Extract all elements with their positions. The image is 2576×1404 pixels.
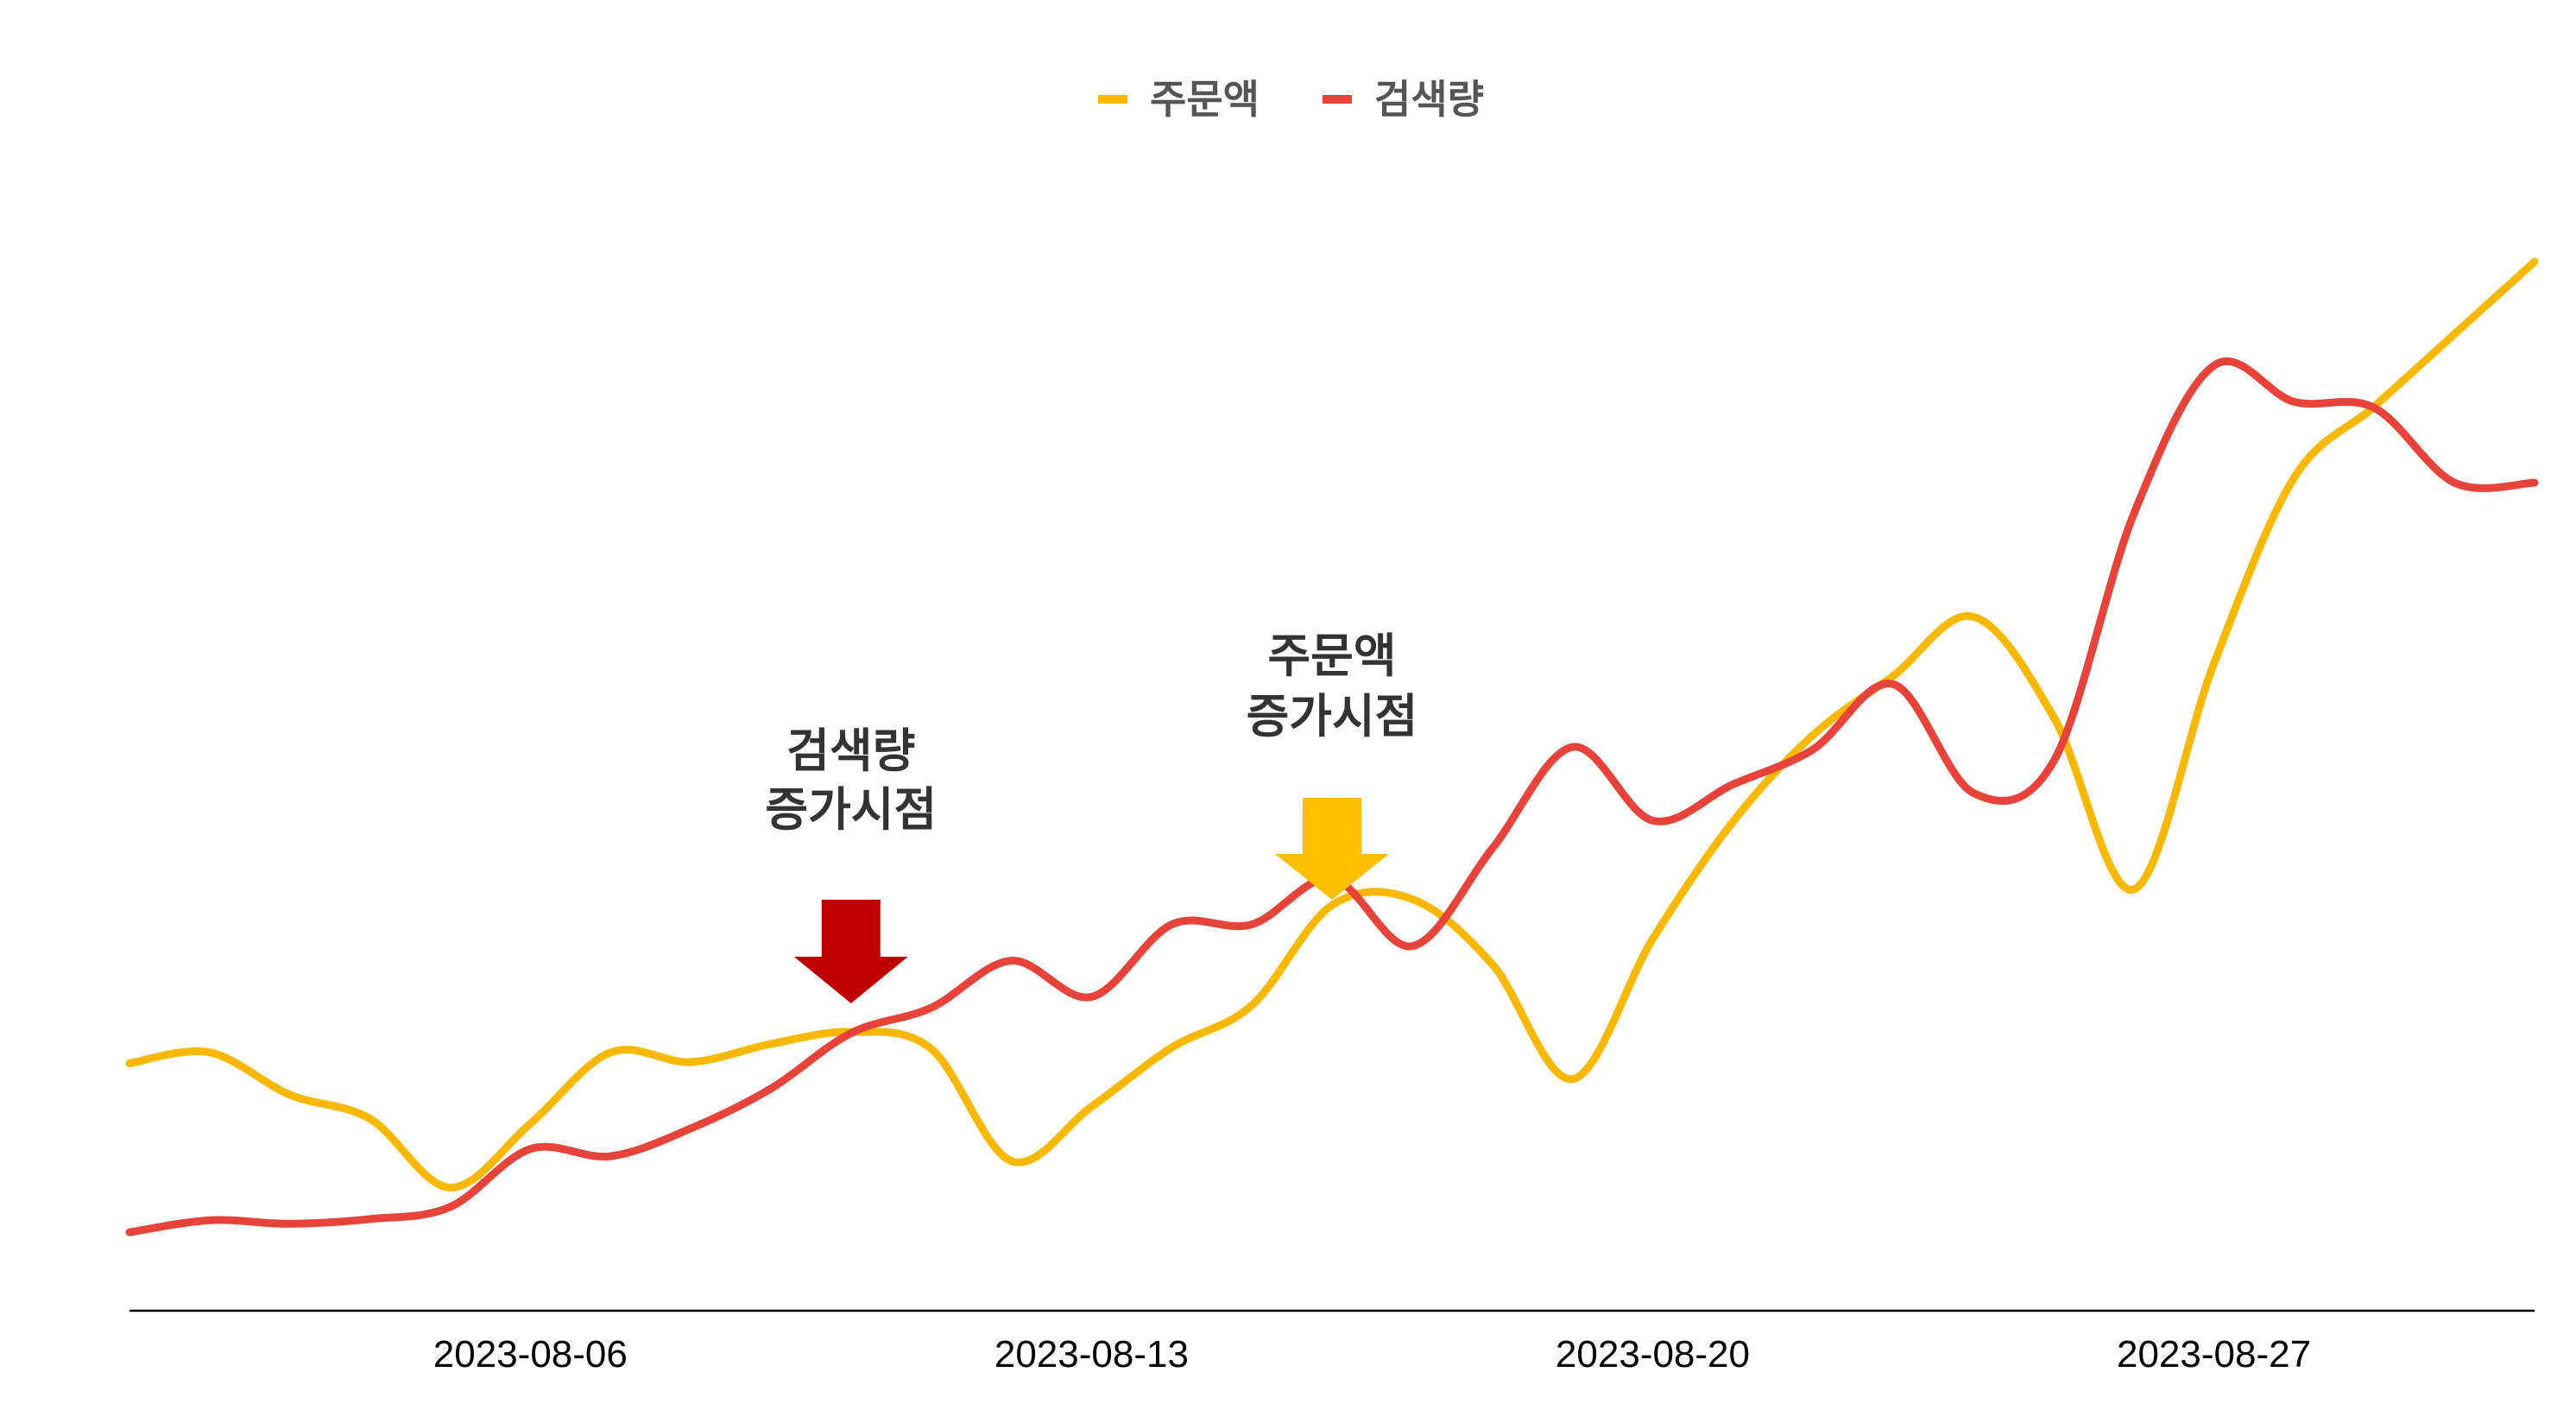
- legend: 주문액 검색량: [1098, 76, 1484, 123]
- annotation-label-line2: 증가시점: [1247, 689, 1418, 743]
- series-line-order: [125, 257, 2539, 1192]
- legend-label: 주문액: [1150, 76, 1260, 123]
- annotation-down-arrow-icon: [793, 900, 908, 1003]
- x-axis-ticks: 2023-08-06 2023-08-13 2023-08-20 2023-08-27: [433, 1333, 2311, 1376]
- legend-label: 검색량: [1374, 76, 1484, 123]
- x-tick-label: 2023-08-20: [1556, 1333, 1750, 1376]
- annotation-label-line1: 검색량: [786, 724, 915, 778]
- annotation-label-line2: 증가시점: [765, 782, 937, 837]
- annotation-label-line1: 주문액: [1267, 629, 1396, 683]
- x-tick-label: 2023-08-27: [2117, 1333, 2311, 1376]
- x-tick-label: 2023-08-13: [994, 1333, 1189, 1376]
- series-layer: [125, 257, 2539, 1236]
- annotation-down-arrow-icon: [1275, 798, 1389, 900]
- series-line-search: [125, 357, 2539, 1236]
- x-tick-label: 2023-08-06: [433, 1333, 628, 1376]
